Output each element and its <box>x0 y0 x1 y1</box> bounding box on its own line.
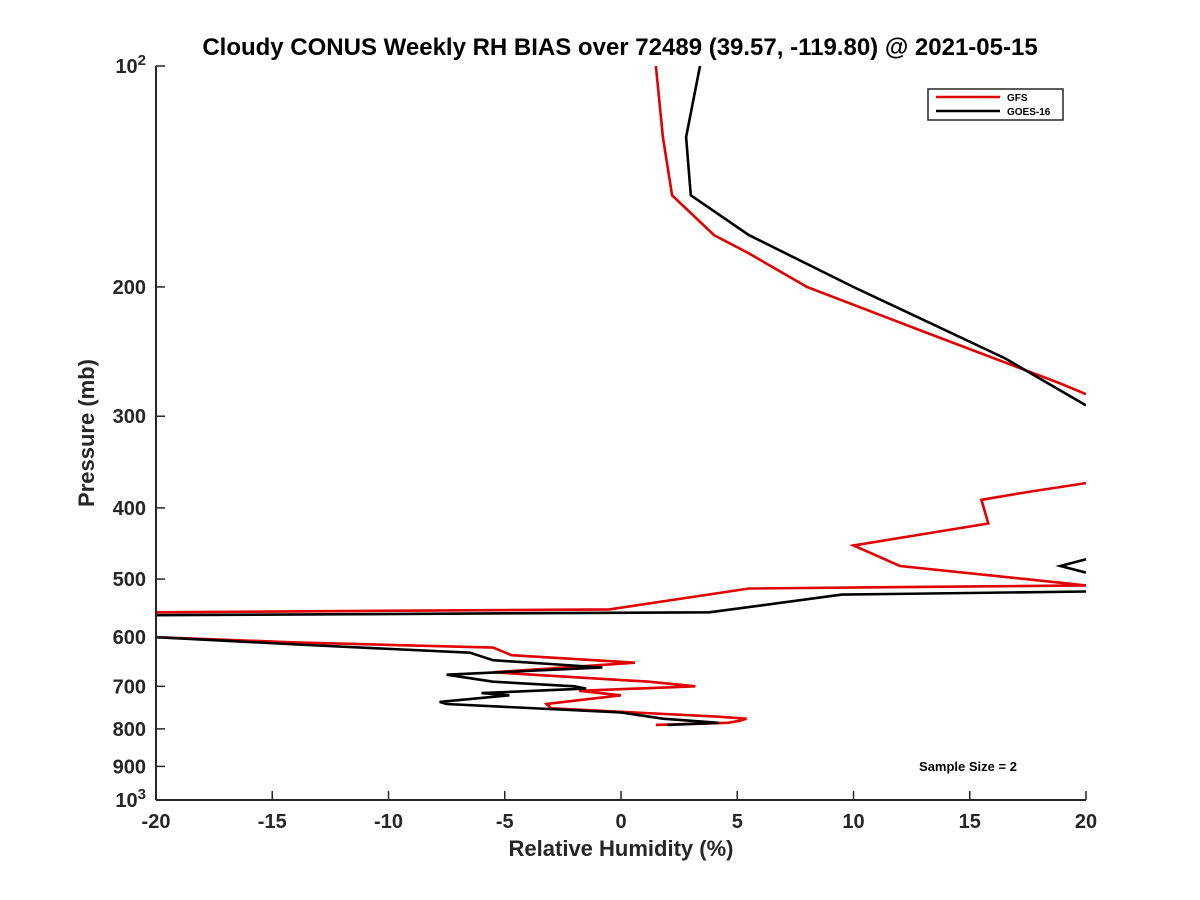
y-axis-label: Pressure (mb) <box>74 359 99 507</box>
x-tick-label: 20 <box>1075 811 1097 833</box>
legend-label: GOES-16 <box>1007 107 1051 118</box>
y-tick-label: 800 <box>113 719 146 741</box>
y-tick-label: 102 <box>115 52 146 78</box>
x-tick-label: 15 <box>959 811 981 833</box>
y-axis-ticks: 102 200 300 400 500 600 700 800 900 103 <box>113 52 165 812</box>
legend-box <box>927 88 1064 121</box>
chart-title: Cloudy CONUS Weekly RH BIAS over 72489 (… <box>202 34 1037 61</box>
series-line <box>156 590 1086 617</box>
series-line <box>1055 558 1086 574</box>
legend: GFS GOES-16 <box>927 88 1064 121</box>
x-tick-label: -15 <box>258 811 287 833</box>
x-tick-label: 10 <box>842 811 864 833</box>
legend-label: GFS <box>1007 93 1028 104</box>
y-tick-label: 400 <box>113 498 146 520</box>
y-tick-label: 300 <box>113 406 146 428</box>
series-line <box>684 66 1086 407</box>
y-tick-exponent: 2 <box>138 52 146 69</box>
x-axis-label: Relative Humidity (%) <box>509 836 734 861</box>
y-tick-exponent: 3 <box>138 786 146 803</box>
series-line <box>156 635 747 727</box>
series-gfs <box>156 66 1086 727</box>
x-axis-ticks: -20 -15 -10 -5 0 5 10 15 20 <box>142 791 1097 833</box>
legend-entries: GFS GOES-16 <box>936 93 1051 118</box>
y-tick-label: 103 <box>115 786 146 812</box>
series-goes-16 <box>156 66 1086 727</box>
series-line <box>156 481 1086 614</box>
series-line <box>654 66 1086 396</box>
y-tick-label: 500 <box>113 569 146 591</box>
y-tick-label: 900 <box>113 756 146 778</box>
x-tick-label: -10 <box>374 811 403 833</box>
series-line <box>156 635 719 727</box>
series-group <box>156 66 1086 727</box>
y-tick-label: 600 <box>113 627 146 649</box>
x-tick-label: -5 <box>496 811 514 833</box>
y-tick-label: 200 <box>113 277 146 299</box>
x-tick-label: 5 <box>732 811 743 833</box>
x-tick-label: 0 <box>615 811 626 833</box>
x-tick-label: -20 <box>142 811 171 833</box>
plot-frame <box>156 66 1086 800</box>
y-tick-label: 700 <box>113 676 146 698</box>
plot-area: -20 -15 -10 -5 0 5 10 15 20 102 200 300 400 500 600 70… <box>113 52 1098 833</box>
sample-size-annotation: Sample Size = 2 <box>919 759 1017 774</box>
